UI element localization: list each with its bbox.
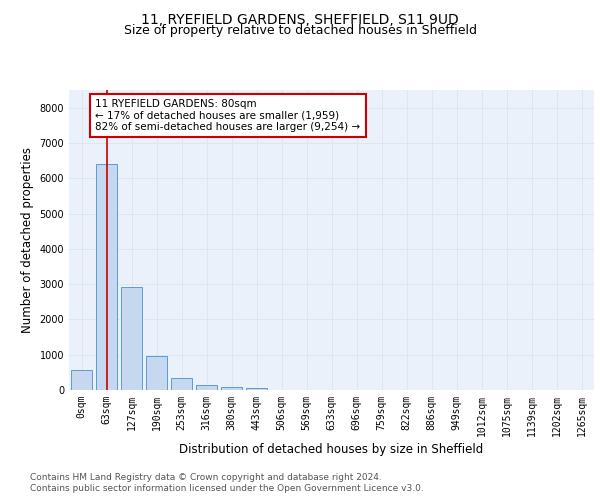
Text: 11, RYEFIELD GARDENS, SHEFFIELD, S11 9UD: 11, RYEFIELD GARDENS, SHEFFIELD, S11 9UD: [141, 12, 459, 26]
Text: 11 RYEFIELD GARDENS: 80sqm
← 17% of detached houses are smaller (1,959)
82% of s: 11 RYEFIELD GARDENS: 80sqm ← 17% of deta…: [95, 99, 361, 132]
Text: Contains public sector information licensed under the Open Government Licence v3: Contains public sector information licen…: [30, 484, 424, 493]
Bar: [246, 388, 267, 390]
Bar: [171, 378, 192, 390]
X-axis label: Distribution of detached houses by size in Sheffield: Distribution of detached houses by size …: [179, 443, 484, 456]
Bar: [146, 356, 167, 390]
Bar: [196, 384, 217, 390]
Bar: [71, 370, 92, 390]
Bar: [221, 386, 242, 390]
Bar: [96, 164, 117, 390]
Y-axis label: Number of detached properties: Number of detached properties: [21, 147, 34, 333]
Text: Contains HM Land Registry data © Crown copyright and database right 2024.: Contains HM Land Registry data © Crown c…: [30, 472, 382, 482]
Bar: [121, 287, 142, 390]
Text: Size of property relative to detached houses in Sheffield: Size of property relative to detached ho…: [124, 24, 476, 37]
